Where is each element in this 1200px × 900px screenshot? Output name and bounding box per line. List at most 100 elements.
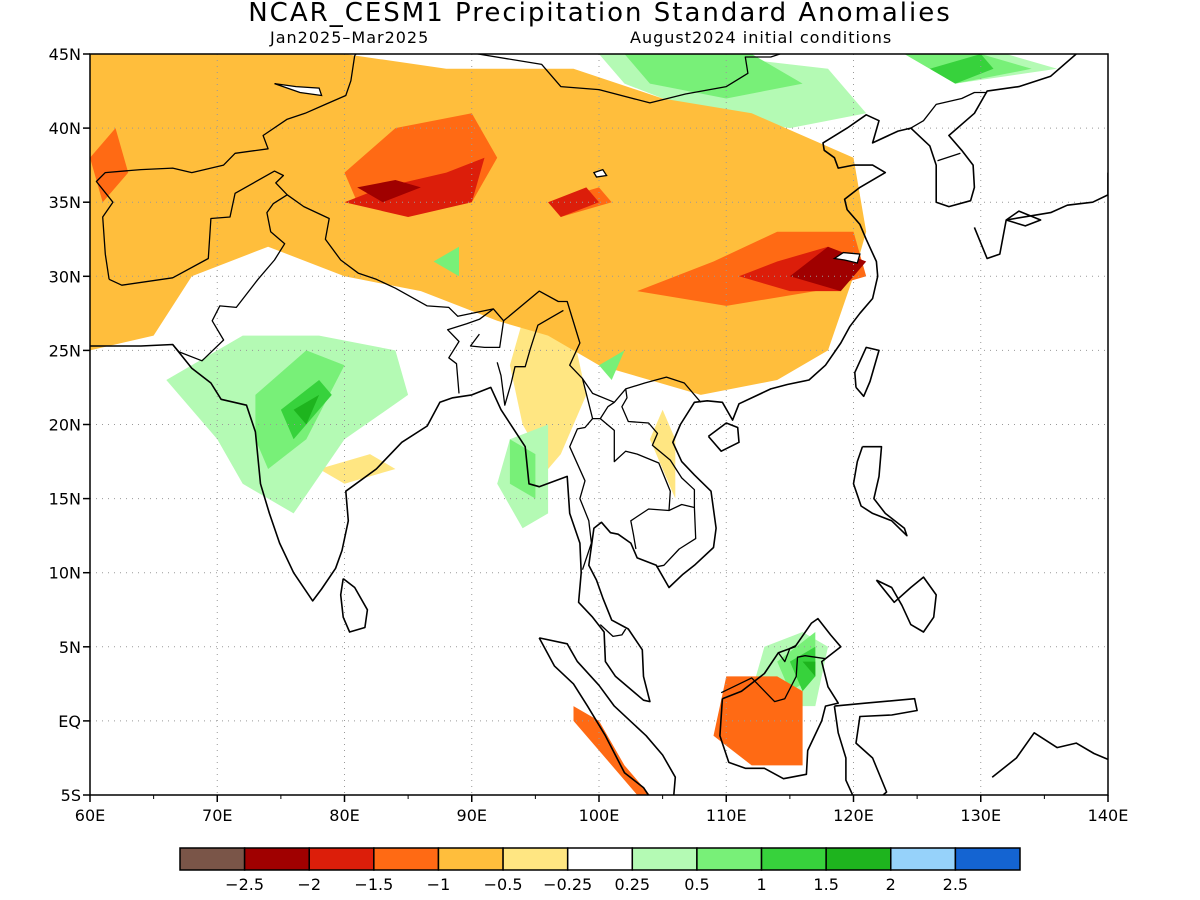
- country-border: [599, 624, 627, 638]
- map-title: NCAR_CESM1 Precipitation Standard Anomal…: [248, 0, 952, 28]
- colorbar-label: 2: [886, 875, 896, 894]
- lat-tick-label: 5S: [61, 786, 81, 805]
- lon-tick-label: 100E: [579, 806, 620, 825]
- anomaly-region: [90, 128, 129, 203]
- lon-tick-label: 90E: [457, 806, 487, 825]
- colorbar-swatch: [566, 847, 634, 871]
- anomaly-region: [573, 706, 650, 795]
- anomaly-fill-layer: [90, 54, 1058, 795]
- anomaly-region: [713, 676, 803, 766]
- colorbar-swatch: [696, 847, 763, 871]
- anomaly-region: [624, 54, 803, 99]
- colorbar-swatch: [373, 847, 440, 871]
- country-border: [354, 54, 357, 56]
- anomaly-region: [789, 646, 816, 692]
- lon-tick-label: 60E: [75, 806, 105, 825]
- coastline: [973, 172, 1108, 260]
- country-border: [469, 320, 505, 349]
- colorbar-label: −2.5: [225, 875, 264, 894]
- colorbar-label: −1.5: [354, 875, 393, 894]
- anomaly-region: [357, 180, 421, 203]
- colorbar-label: 0.25: [614, 875, 650, 894]
- coastline: [90, 54, 1077, 703]
- lon-tick-label: 110E: [706, 806, 747, 825]
- colorbar-label: 1: [756, 875, 766, 894]
- lat-tick-label: 25N: [49, 341, 81, 360]
- lon-tick-label: 70E: [202, 806, 232, 825]
- coastline: [991, 731, 1108, 778]
- colorbar-swatch: [890, 847, 957, 871]
- coastline: [833, 697, 918, 795]
- colorbar-swatch: [243, 847, 310, 871]
- country-border: [95, 55, 356, 280]
- initial-conditions: August2024 initial conditions: [630, 28, 893, 47]
- colorbar: −2.5 −2 −1.5 −1 −0.5 −0.25 0.25 0.5 1 1.5 2 2.5: [179, 847, 1021, 894]
- country-border: [777, 644, 797, 663]
- country-border: [599, 418, 671, 550]
- colorbar-label: −1: [427, 875, 451, 894]
- anomaly-region: [319, 454, 396, 484]
- country-border: [496, 309, 564, 406]
- lon-tick-label: 130E: [960, 806, 1001, 825]
- country-border: [656, 503, 697, 568]
- lon-tick-label: 140E: [1088, 806, 1129, 825]
- country-border: [907, 91, 988, 131]
- colorbar-label: 1.5: [813, 875, 838, 894]
- colorbar-label: 2.5: [943, 875, 968, 894]
- lake: [274, 82, 323, 97]
- forecast-period: Jan2025–Mar2025: [270, 28, 430, 47]
- lat-tick-label: 40N: [49, 119, 81, 138]
- colorbar-label: 0.5: [684, 875, 709, 894]
- coastline: [538, 637, 677, 795]
- anomaly-region: [293, 394, 320, 425]
- lon-tick-label: 120E: [833, 806, 874, 825]
- lat-tick-label: 30N: [49, 267, 81, 286]
- colorbar-swatch: [437, 847, 504, 871]
- lake: [263, 24, 332, 37]
- lake: [592, 168, 608, 178]
- country-border: [621, 388, 696, 508]
- colorbar-swatch: [502, 847, 569, 871]
- coastline-layer: [90, 24, 1108, 795]
- country-border: [477, 54, 783, 104]
- lat-tick-label: EQ: [58, 712, 81, 731]
- colorbar-swatch: [760, 847, 827, 871]
- coastline: [707, 422, 740, 453]
- coastline: [1005, 210, 1042, 227]
- lat-tick-label: 20N: [49, 416, 81, 435]
- anomaly-region: [802, 661, 816, 677]
- coastline: [875, 576, 938, 633]
- country-border: [108, 170, 702, 403]
- country-border: [569, 418, 594, 570]
- colorbar-label: −0.5: [484, 875, 523, 894]
- coastline: [853, 346, 880, 398]
- lat-tick-label: 5N: [59, 638, 81, 657]
- colorbar-swatch: [954, 847, 1021, 871]
- coastline: [719, 617, 842, 780]
- anomaly-region: [90, 54, 867, 395]
- anomaly-region: [599, 350, 625, 380]
- country-border: [720, 655, 826, 703]
- country-border: [937, 152, 961, 162]
- colorbar-label: −0.25: [543, 875, 592, 894]
- colorbar-swatch: [825, 847, 892, 871]
- colorbar-swatch: [308, 847, 375, 871]
- country-border: [446, 308, 494, 394]
- anomaly-region: [548, 187, 599, 217]
- colorbar-swatch: [179, 847, 246, 871]
- colorbar-label: −2: [297, 875, 321, 894]
- lat-tick-label: 45N: [49, 45, 81, 64]
- anomaly-region: [433, 246, 459, 277]
- coastline: [852, 445, 908, 537]
- coastline: [339, 577, 369, 633]
- lat-tick-label: 35N: [49, 193, 81, 212]
- anomaly-region: [929, 54, 994, 84]
- colorbar-swatch: [631, 847, 698, 871]
- lat-tick-label: 15N: [49, 490, 81, 509]
- lon-tick-label: 80E: [329, 806, 359, 825]
- lake: [832, 251, 861, 264]
- country-border: [172, 194, 288, 362]
- lat-tick-label: 10N: [49, 564, 81, 583]
